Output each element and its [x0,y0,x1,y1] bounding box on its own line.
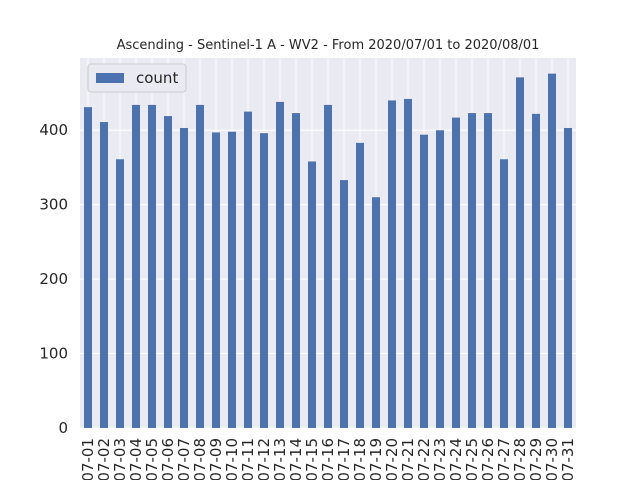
bar [260,133,268,428]
bar [340,180,348,428]
bar [484,113,492,428]
y-tick-label: 200 [39,270,68,288]
bar [180,127,188,428]
bar [404,98,412,428]
bar [468,113,476,428]
x-tick-label: 07-09 [207,438,225,480]
bar [276,101,284,429]
x-tick-label: 07-19 [367,438,385,480]
x-tick-label: 07-03 [111,438,129,480]
x-tick-label: 07-27 [495,438,513,480]
x-tick-label: 07-16 [319,438,337,480]
x-tick-label: 07-08 [191,438,209,480]
x-tick-label: 07-07 [175,438,193,480]
legend-label: count [136,69,178,87]
legend-swatch [96,73,124,83]
bar [196,104,204,429]
bar [228,131,236,428]
x-tick-label: 07-15 [303,438,321,480]
x-tick-label: 07-04 [127,438,145,480]
x-tick-label: 07-18 [351,438,369,480]
bar [308,161,316,428]
bar [292,113,300,428]
x-tick-label: 07-23 [431,438,449,480]
x-tick-label: 07-21 [399,438,417,480]
bar [564,127,572,428]
bar [84,107,92,428]
x-tick-label: 07-10 [223,438,241,480]
x-tick-label: 07-29 [527,438,545,480]
x-tick-label: 07-06 [159,438,177,480]
bar [132,104,140,429]
x-tick-label: 07-13 [271,438,289,480]
bar [452,117,460,428]
x-tick-label: 07-31 [559,438,577,480]
bar [212,132,220,428]
x-axis-ticks: 07-0107-0207-0307-0407-0507-0607-0707-08… [79,438,577,480]
y-tick-label: 400 [39,121,68,139]
x-tick-label: 07-11 [239,438,257,480]
bar [548,73,556,429]
bar [388,100,396,429]
x-tick-label: 07-22 [415,438,433,480]
bar [516,77,524,428]
bar [244,111,252,428]
y-tick-label: 100 [39,345,68,363]
x-tick-label: 07-17 [335,438,353,480]
bar [164,116,172,428]
y-axis-ticks: 0 100 200 300 400 [39,121,68,437]
x-tick-label: 07-02 [95,438,113,480]
bar [148,104,156,429]
bar [500,159,508,428]
x-tick-label: 07-24 [447,438,465,480]
bar [100,122,108,429]
bar [324,104,332,429]
bar [116,159,124,428]
x-tick-label: 07-20 [383,438,401,480]
x-tick-label: 07-26 [479,438,497,480]
legend-box [87,63,187,93]
x-tick-label: 07-14 [287,438,305,480]
x-tick-label: 07-25 [463,438,481,480]
x-tick-label: 07-01 [79,438,97,480]
bars [84,73,572,429]
chart-title: Ascending - Sentinel-1 A - WV2 - From 20… [117,38,540,53]
x-tick-label: 07-30 [543,438,561,480]
bar [356,142,364,429]
bar [532,113,540,428]
legend: count [87,63,187,93]
y-tick-label: 0 [58,419,68,437]
x-tick-label: 07-28 [511,438,529,480]
y-tick-label: 300 [39,196,68,214]
bar [436,130,444,429]
x-tick-label: 07-05 [143,438,161,480]
bar [372,197,380,428]
x-tick-label: 07-12 [255,438,273,480]
bar [420,134,428,428]
